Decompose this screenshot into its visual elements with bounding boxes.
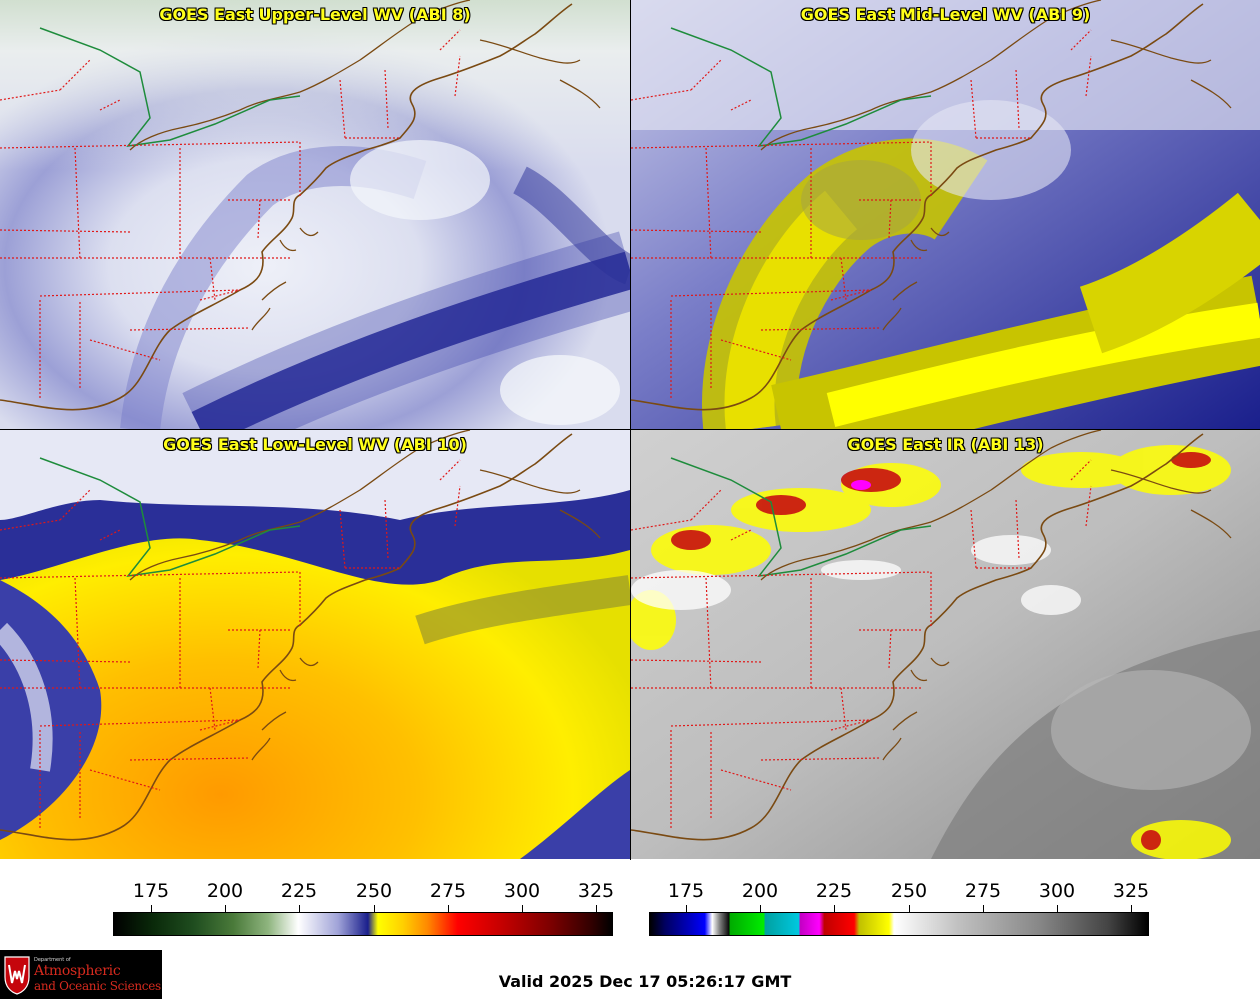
ir-colorbar-tick	[909, 905, 910, 912]
ir-colorbar	[649, 912, 1149, 936]
ir-colorbar-tick-label: 275	[964, 880, 1002, 902]
low-level-wv-image	[0, 430, 630, 859]
ir-colorbar-tick-label: 225	[815, 880, 853, 902]
upper-level-wv-panel: GOES East Upper-Level WV (ABI 8)	[0, 0, 630, 429]
wv-colorbar-tick-label: 225	[280, 880, 318, 902]
mid-level-wv-image	[631, 0, 1260, 429]
wv-colorbar-tick-label: 200	[206, 880, 244, 902]
panel-divider-horizontal	[0, 429, 1260, 430]
ir-image	[631, 430, 1260, 859]
low-level-wv-panel: GOES East Low-Level WV (ABI 10)	[0, 430, 630, 859]
logo-department-text: Department of	[34, 957, 71, 963]
ir-colorbar-tick-label: 200	[741, 880, 779, 902]
panel-title: GOES East Mid-Level WV (ABI 9)	[800, 5, 1091, 24]
ir-colorbar-tick	[983, 905, 984, 912]
ir-colorbar-tick	[1131, 905, 1132, 912]
ir-colorbar-tick	[1057, 905, 1058, 912]
panel-title: GOES East Upper-Level WV (ABI 8)	[159, 5, 471, 24]
wv-colorbar-tick	[374, 905, 375, 912]
wv-colorbar-tick	[225, 905, 226, 912]
panel-title: GOES East IR (ABI 13)	[847, 435, 1044, 454]
logo-oceanic-text: and Oceanic Sciences	[34, 979, 161, 993]
wv-colorbar-tick-label: 325	[577, 880, 615, 902]
ir-panel: GOES East IR (ABI 13)	[631, 430, 1260, 859]
panel-title: GOES East Low-Level WV (ABI 10)	[163, 435, 467, 454]
wv-colorbar-tick	[151, 905, 152, 912]
ir-colorbar-tick-label: 250	[890, 880, 928, 902]
aos-logo: Department of Atmospheric and Oceanic Sc…	[0, 950, 162, 999]
mid-level-wv-panel: GOES East Mid-Level WV (ABI 9)	[631, 0, 1260, 429]
wv-colorbar-tick	[448, 905, 449, 912]
ir-colorbar-tick-label: 175	[667, 880, 705, 902]
wv-colorbar-tick	[596, 905, 597, 912]
upper-level-wv-image	[0, 0, 630, 429]
valid-time: Valid 2025 Dec 17 05:26:17 GMT	[498, 972, 792, 991]
ir-colorbar-tick-label: 325	[1112, 880, 1150, 902]
wv-colorbar-tick	[522, 905, 523, 912]
wv-colorbar-tick-label: 250	[355, 880, 393, 902]
wv-colorbar-tick-label: 300	[503, 880, 541, 902]
panel-divider-vertical	[630, 0, 631, 860]
university-seal-icon	[4, 956, 30, 995]
wv-colorbar	[113, 912, 613, 936]
wv-colorbar-tick-label: 275	[429, 880, 467, 902]
logo-atmospheric-text: Atmospheric	[34, 963, 121, 979]
wv-colorbar-tick	[299, 905, 300, 912]
ir-colorbar-tick-label: 300	[1038, 880, 1076, 902]
ir-colorbar-tick	[686, 905, 687, 912]
wv-colorbar-tick-label: 175	[132, 880, 170, 902]
ir-colorbar-tick	[760, 905, 761, 912]
ir-colorbar-tick	[834, 905, 835, 912]
